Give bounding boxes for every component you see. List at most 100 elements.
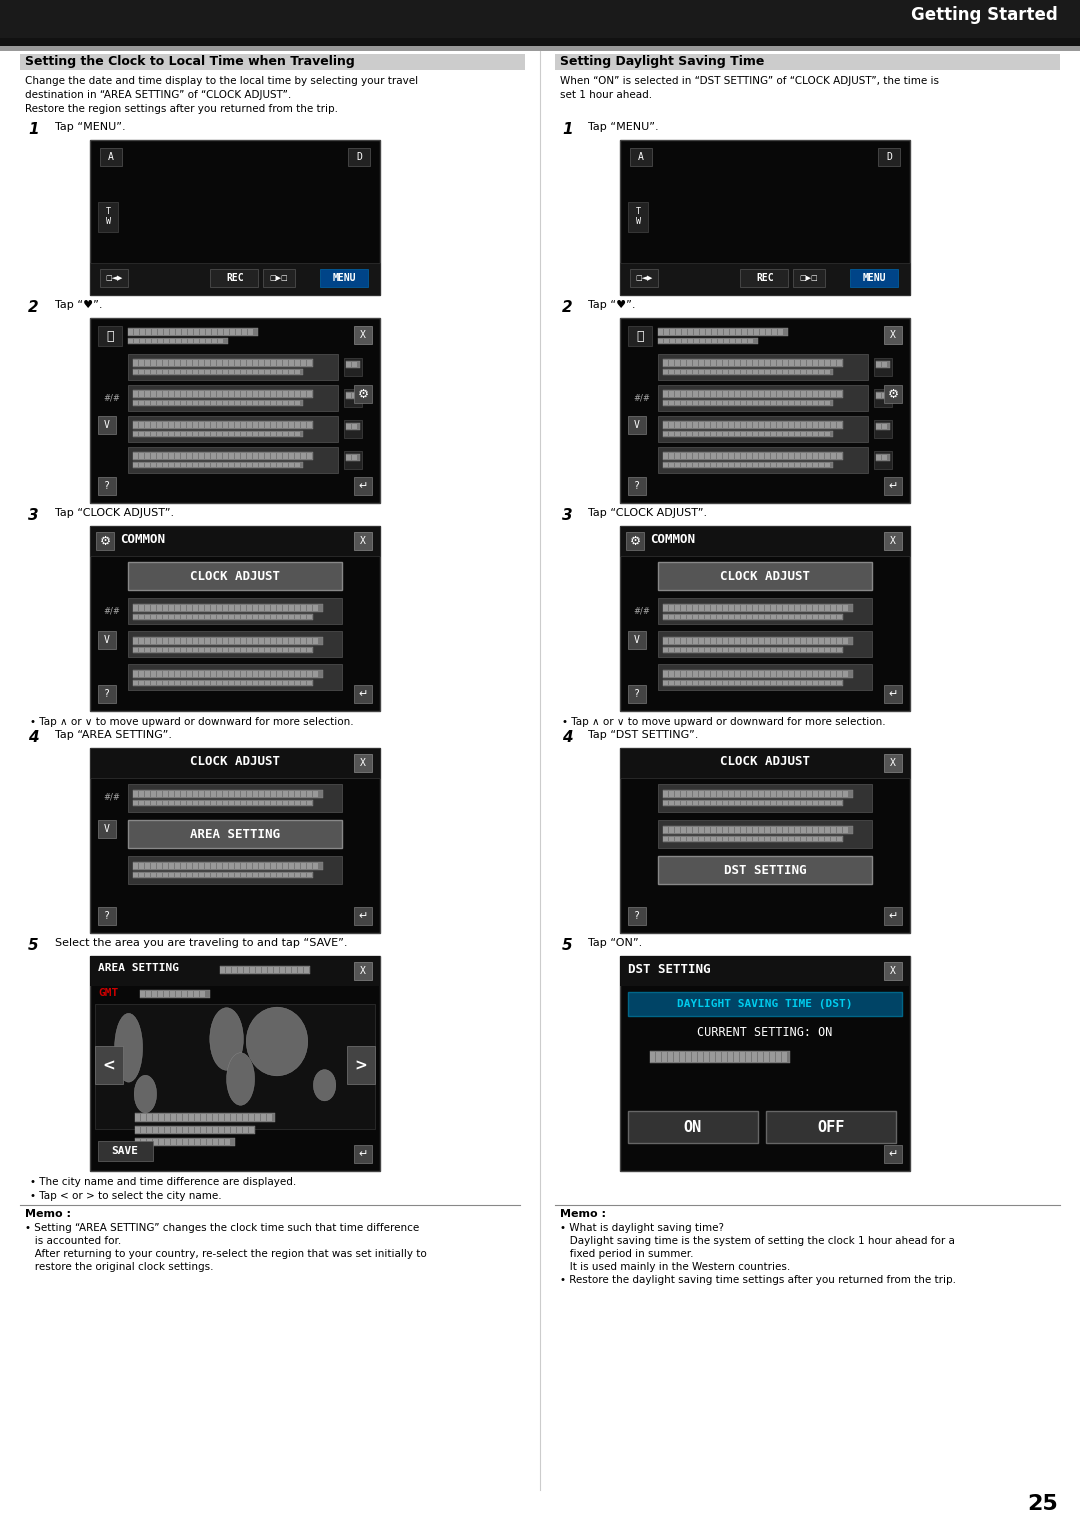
Bar (235, 454, 240, 460)
Bar (693, 791, 698, 797)
Bar (843, 791, 848, 797)
Bar (711, 402, 716, 405)
Text: T: T (635, 208, 640, 215)
Bar (210, 269, 258, 287)
Bar (247, 454, 252, 460)
Bar (139, 463, 144, 467)
Bar (807, 370, 812, 374)
Text: Restore the region settings after you returned from the trip.: Restore the region settings after you re… (25, 104, 338, 115)
Bar (199, 370, 204, 374)
Bar (129, 354, 338, 380)
Bar (158, 339, 163, 344)
Bar (352, 425, 357, 429)
Bar (211, 370, 216, 374)
Bar (825, 802, 831, 805)
Bar (175, 791, 180, 797)
Bar (831, 605, 836, 611)
Bar (187, 370, 192, 374)
Text: After returning to your country, re-select the region that was set initially to: After returning to your country, re-sele… (25, 1249, 427, 1258)
Bar (289, 647, 294, 652)
Bar (193, 370, 198, 374)
Bar (735, 802, 740, 805)
Bar (159, 1127, 164, 1133)
Bar (759, 670, 764, 676)
Bar (687, 360, 692, 366)
Bar (759, 647, 764, 652)
Bar (771, 802, 777, 805)
Bar (765, 615, 770, 618)
Bar (211, 638, 216, 644)
Bar (276, 638, 282, 644)
Bar (247, 863, 252, 869)
Bar (717, 837, 723, 841)
Bar (758, 1052, 762, 1061)
Bar (253, 802, 258, 805)
Bar (211, 360, 216, 366)
Bar (259, 802, 264, 805)
Bar (681, 615, 686, 618)
Bar (882, 455, 887, 460)
Bar (133, 800, 313, 806)
Bar (663, 828, 669, 834)
Bar (235, 370, 240, 374)
Bar (217, 402, 222, 405)
Bar (133, 454, 138, 460)
Bar (229, 615, 234, 618)
Bar (276, 391, 282, 397)
Bar (777, 615, 782, 618)
Bar (630, 269, 658, 287)
Bar (627, 1112, 758, 1144)
Bar (253, 605, 258, 611)
Bar (157, 421, 162, 428)
Bar (752, 1052, 757, 1061)
Bar (134, 328, 139, 334)
Bar (825, 421, 831, 428)
Bar (675, 605, 680, 611)
Bar (205, 647, 210, 652)
Bar (313, 605, 318, 611)
Bar (193, 615, 198, 618)
Bar (147, 1139, 152, 1145)
Bar (168, 791, 174, 797)
Bar (885, 385, 902, 403)
Bar (265, 370, 270, 374)
Bar (837, 638, 842, 644)
Bar (706, 339, 711, 344)
Bar (289, 802, 294, 805)
Bar (145, 421, 150, 428)
Bar (98, 686, 116, 702)
Bar (244, 967, 249, 973)
Bar (675, 802, 680, 805)
Bar (819, 421, 824, 428)
Bar (717, 421, 723, 428)
Bar (771, 463, 777, 467)
Bar (687, 647, 692, 652)
Bar (133, 863, 138, 869)
Bar (759, 370, 764, 374)
Bar (885, 1145, 902, 1164)
Bar (729, 802, 734, 805)
Text: REC: REC (226, 273, 244, 282)
Bar (807, 432, 812, 437)
Text: ON: ON (684, 1119, 702, 1135)
Bar (723, 463, 728, 467)
Bar (283, 605, 288, 611)
Bar (711, 638, 716, 644)
Bar (271, 681, 276, 686)
Text: MENU: MENU (862, 273, 886, 282)
Bar (163, 863, 168, 869)
Bar (783, 370, 788, 374)
Bar (783, 391, 788, 397)
Bar (789, 605, 794, 611)
Bar (807, 615, 812, 618)
Text: #/#: #/# (104, 793, 121, 802)
Bar (163, 421, 168, 428)
Bar (620, 956, 910, 1171)
Bar (151, 647, 156, 652)
Bar (151, 670, 156, 676)
Bar (241, 370, 246, 374)
Bar (307, 391, 312, 397)
Bar (168, 605, 174, 611)
Bar (289, 360, 294, 366)
Bar (163, 432, 168, 437)
